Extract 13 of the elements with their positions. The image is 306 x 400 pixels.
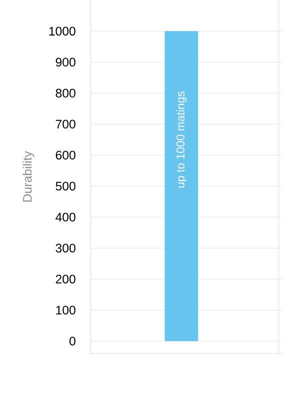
y-tick-label: 600 [56,150,76,160]
y-tick-label: 0 [70,336,76,346]
y-tick-label: 500 [56,182,76,191]
y-tick-label: 300 [56,244,76,253]
y-tick-label: 900 [56,58,76,67]
y-tick-label: 1000 [50,26,76,36]
y-tick-label: 700 [56,120,76,129]
y-tick-label: 100 [56,306,76,314]
y-tick-label: 400 [56,212,76,222]
y-tick-label: 200 [56,274,76,284]
y-tick-label: 800 [56,88,76,98]
y-axis-title: Durability [22,151,34,202]
annotation: up to 1000 matings [176,92,187,188]
